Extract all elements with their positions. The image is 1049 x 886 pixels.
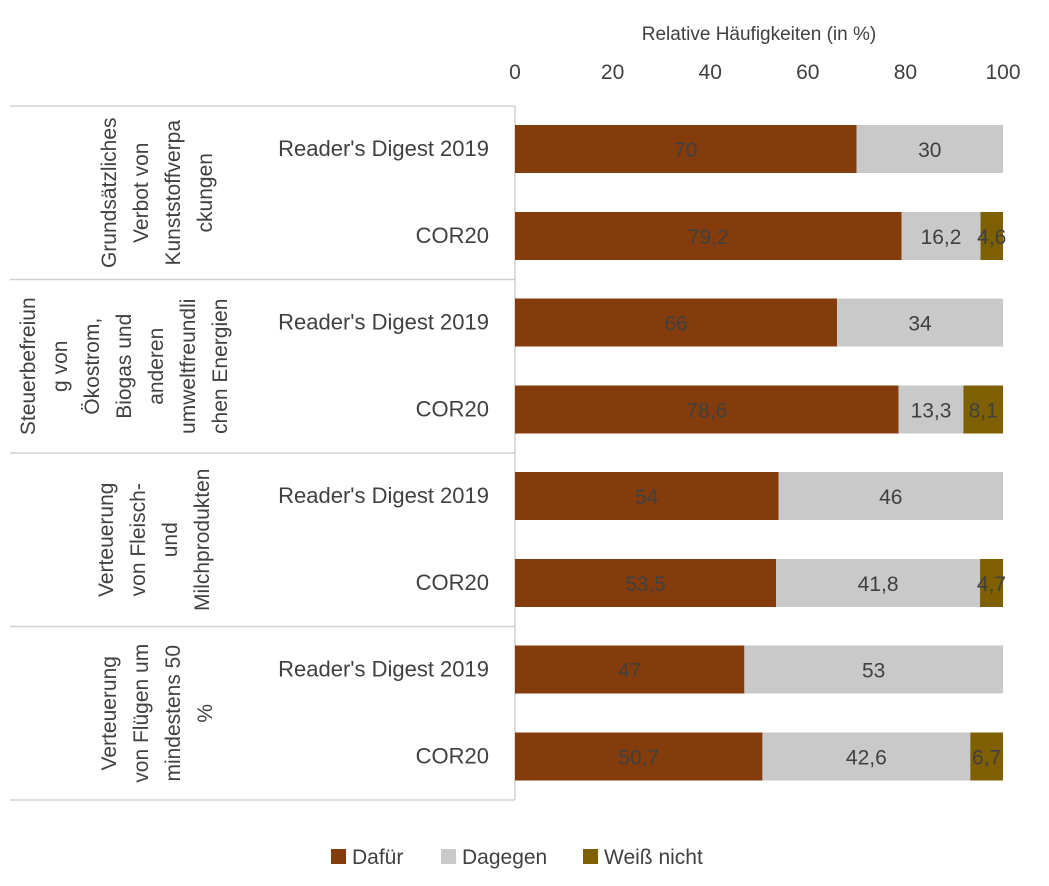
row-label: COR20 bbox=[416, 223, 489, 248]
bar-segment-daf-r bbox=[515, 472, 779, 520]
x-tick-label: 60 bbox=[796, 61, 819, 84]
group-label-line: Verteuerung bbox=[98, 656, 121, 770]
bar-segment-wei-nicht bbox=[970, 732, 1003, 781]
group-label-line: Grundsätzliches bbox=[98, 117, 121, 268]
data-label: 46 bbox=[879, 486, 902, 509]
data-label: 6,7 bbox=[972, 747, 1001, 770]
x-tick-label: 0 bbox=[509, 61, 521, 84]
bar-segment-daf-r bbox=[515, 559, 777, 607]
data-label: 70 bbox=[674, 139, 697, 162]
bar-segment-daf-r bbox=[515, 385, 899, 434]
legend-swatch bbox=[331, 849, 346, 864]
bar-segment-wei-nicht bbox=[980, 212, 1003, 260]
legend-label: Dafür bbox=[352, 846, 403, 869]
data-label: 79,2 bbox=[688, 226, 729, 249]
x-tick-label: 80 bbox=[894, 61, 917, 84]
row-label: COR20 bbox=[416, 397, 489, 422]
data-label: 8,1 bbox=[969, 400, 998, 423]
legend-swatch bbox=[583, 849, 598, 864]
bar-segment-dagegen bbox=[778, 472, 1003, 520]
group-label-line: Biogas und bbox=[113, 314, 136, 419]
group-label-line: umweltfreundli bbox=[177, 299, 200, 434]
bar-segment-dagegen bbox=[762, 732, 971, 781]
bar-segment-daf-r bbox=[515, 212, 902, 260]
group-label: Grundsätzliches Verbot von Kunststoffverpa… bbox=[98, 117, 217, 268]
group-label-line: von Flügen um bbox=[130, 644, 153, 783]
data-label: 4,7 bbox=[977, 573, 1006, 596]
row-label: COR20 bbox=[416, 744, 489, 769]
bar-segment-dagegen bbox=[901, 212, 981, 260]
x-axis-title: Relative Häufigkeiten (in %) bbox=[642, 24, 876, 45]
data-label: 50,7 bbox=[618, 747, 659, 770]
data-label: 41,8 bbox=[858, 573, 899, 596]
group-label: Verteuerung von Flügen um mindestens 50% bbox=[98, 644, 217, 783]
bar-segment-dagegen bbox=[856, 125, 1003, 173]
row-label: COR20 bbox=[416, 570, 489, 595]
bar-segment-dagegen bbox=[744, 645, 1003, 694]
row-label: Reader's Digest 2019 bbox=[278, 310, 489, 335]
legend-label: Weiß nicht bbox=[604, 846, 703, 869]
group-label-line: % bbox=[194, 704, 217, 723]
data-label: 53 bbox=[862, 660, 885, 683]
group-label-line: Verteuerung bbox=[95, 483, 118, 597]
x-tick-label: 40 bbox=[699, 61, 722, 84]
legend-label: Dagegen bbox=[462, 846, 547, 869]
data-label: 47 bbox=[618, 660, 641, 683]
data-label: 30 bbox=[918, 139, 941, 162]
bar-segment-dagegen bbox=[776, 559, 981, 607]
row-label: Reader's Digest 2019 bbox=[278, 483, 489, 508]
group-label-line: von Fleisch- bbox=[127, 483, 150, 596]
group-label-line: Ökostrom, bbox=[81, 318, 104, 415]
group-label-line: ckungen bbox=[194, 153, 217, 232]
data-label: 16,2 bbox=[921, 226, 962, 249]
row-label: Reader's Digest 2019 bbox=[278, 657, 489, 682]
bar-segment-dagegen bbox=[898, 385, 964, 434]
data-label: 42,6 bbox=[846, 747, 887, 770]
bar-segment-dagegen bbox=[837, 298, 1003, 347]
data-label: 78,6 bbox=[686, 400, 727, 423]
data-label: 66 bbox=[664, 313, 687, 336]
x-tick-label: 100 bbox=[985, 61, 1020, 84]
group-label-line: mindestens 50 bbox=[162, 645, 185, 782]
bar-segment-wei-nicht bbox=[963, 385, 1003, 434]
group-label-line: anderen bbox=[145, 328, 168, 405]
bar-segment-daf-r bbox=[515, 732, 763, 781]
group-label: Verteuerung von Fleisch-und Milchprodukten bbox=[95, 469, 214, 611]
bar-segment-daf-r bbox=[515, 645, 745, 694]
data-label: 34 bbox=[908, 313, 932, 336]
group-label-line: Steuerbefreiun bbox=[17, 297, 40, 435]
group-label-line: g von bbox=[49, 341, 72, 392]
x-tick-label: 20 bbox=[601, 61, 624, 84]
data-label: 13,3 bbox=[911, 400, 952, 423]
group-label-line: chen Energien bbox=[209, 299, 232, 434]
data-label: 4,6 bbox=[977, 226, 1006, 249]
bar-segment-wei-nicht bbox=[980, 559, 1003, 607]
legend-swatch bbox=[441, 849, 456, 864]
bar-segment-daf-r bbox=[515, 298, 838, 347]
group-label-line: und bbox=[159, 522, 182, 557]
group-label-line: Milchprodukten bbox=[191, 469, 214, 611]
row-label: Reader's Digest 2019 bbox=[278, 136, 489, 161]
group-label-line: Kunststoffverpa bbox=[162, 120, 185, 266]
data-label: 54 bbox=[635, 486, 659, 509]
data-label: 53,5 bbox=[625, 573, 666, 596]
group-label-line: Verbot von bbox=[130, 143, 153, 243]
group-label: Steuerbefreiun g von Ökostrom, Biogas und an… bbox=[17, 297, 232, 435]
bar-segment-daf-r bbox=[515, 125, 857, 173]
